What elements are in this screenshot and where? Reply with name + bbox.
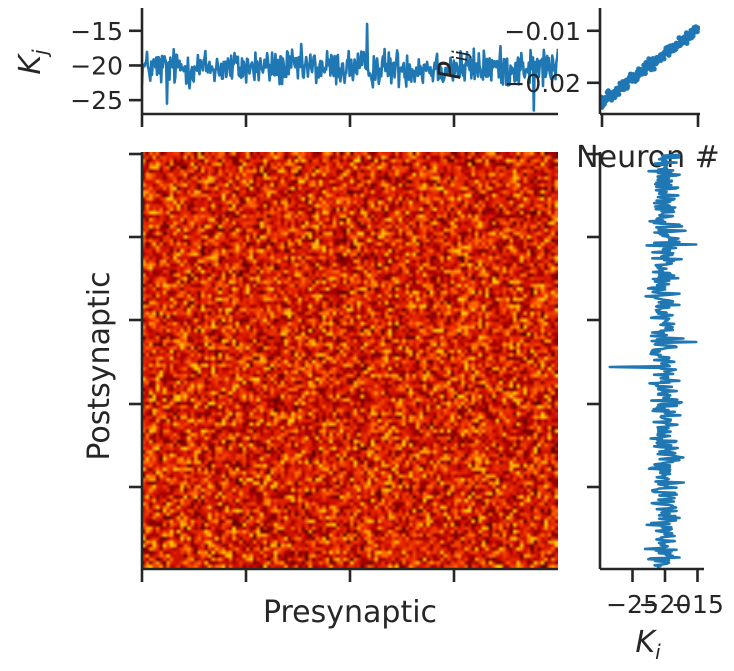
scatter-x-ticks xyxy=(600,114,700,127)
scatter-point xyxy=(673,46,679,52)
scatter-point xyxy=(651,66,657,72)
heatmap-y-ticks xyxy=(129,152,142,489)
scatter-point xyxy=(625,83,631,89)
heatmap-x-ticks xyxy=(140,569,456,582)
scatter-point xyxy=(695,25,700,31)
connectivity-heatmap: Presynaptic Postsynaptic xyxy=(82,152,558,630)
scatter-point xyxy=(661,56,667,62)
top-series-line xyxy=(142,22,558,112)
right-x-ticks: −25−20−15 xyxy=(606,569,724,619)
right-x-axis-label: Ki xyxy=(635,625,661,664)
top-x-ticks xyxy=(140,114,456,127)
scatter-y-tick-label: −0.02 xyxy=(504,69,581,98)
top-series xyxy=(142,22,558,112)
right-x-tick-label: −15 xyxy=(671,590,724,619)
scatter-y-axis-label: Pij xyxy=(433,50,472,80)
right-series-line xyxy=(608,152,698,568)
scatter-point xyxy=(690,33,696,39)
top-y-ticks: −15 −20 −25 xyxy=(70,17,142,115)
scatter-y-tick-label: −0.01 xyxy=(504,17,581,46)
scatter-y-ticks: −0.01 −0.02 xyxy=(504,17,600,98)
right-x-tick-label: −25 xyxy=(606,590,659,619)
right-y-ticks xyxy=(587,152,600,489)
scatter-plot: −0.01 −0.02 Neuron # Pij xyxy=(433,8,720,175)
heatmap-cells xyxy=(142,152,558,568)
scatter-point xyxy=(684,40,690,46)
right-series xyxy=(608,152,698,568)
heatmap-x-axis-label: Presynaptic xyxy=(263,595,437,630)
top-y-axis-label: Kj xyxy=(13,49,52,75)
top-y-tick-label: −20 xyxy=(70,51,123,80)
right-marginal-plot: −25−20−15 Ki xyxy=(587,152,724,664)
scatter-point xyxy=(616,91,622,97)
top-marginal-plot: −15 −20 −25 Kj xyxy=(13,8,558,127)
top-y-tick-label: −25 xyxy=(70,86,123,115)
scatter-x-axis-label: Neuron # xyxy=(576,140,720,175)
scatter-points xyxy=(600,24,700,110)
heatmap-y-axis-label: Postsynaptic xyxy=(82,271,117,460)
top-y-tick-label: −15 xyxy=(70,17,123,46)
right-x-tick-label: −20 xyxy=(639,590,692,619)
